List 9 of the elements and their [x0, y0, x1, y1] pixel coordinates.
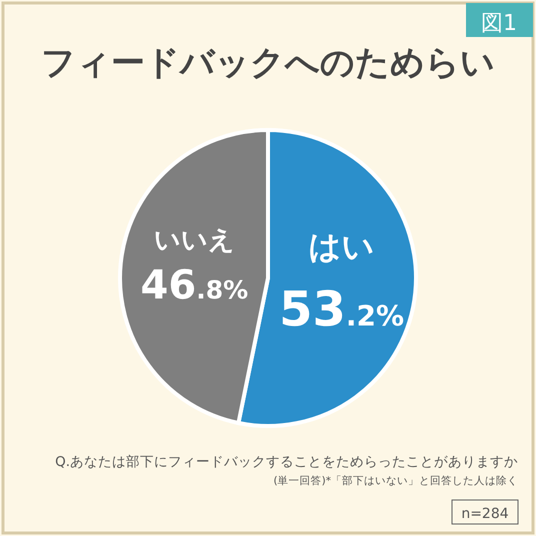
text: n=284	[461, 506, 509, 522]
slice-label: いいえ	[154, 226, 235, 256]
slice-label: はい	[308, 227, 375, 266]
text: Q.あなたは部下にフィードバックすることをためらったことがありますか	[55, 454, 518, 470]
chart-title: フィードバックへのためらい	[41, 43, 495, 83]
data-label: 46.8%	[140, 262, 248, 309]
text: (単一回答)*「部下はいない」と回答した人は除く	[274, 474, 518, 487]
caption: 図1	[481, 11, 517, 36]
data-label: 53.2%	[279, 281, 404, 338]
